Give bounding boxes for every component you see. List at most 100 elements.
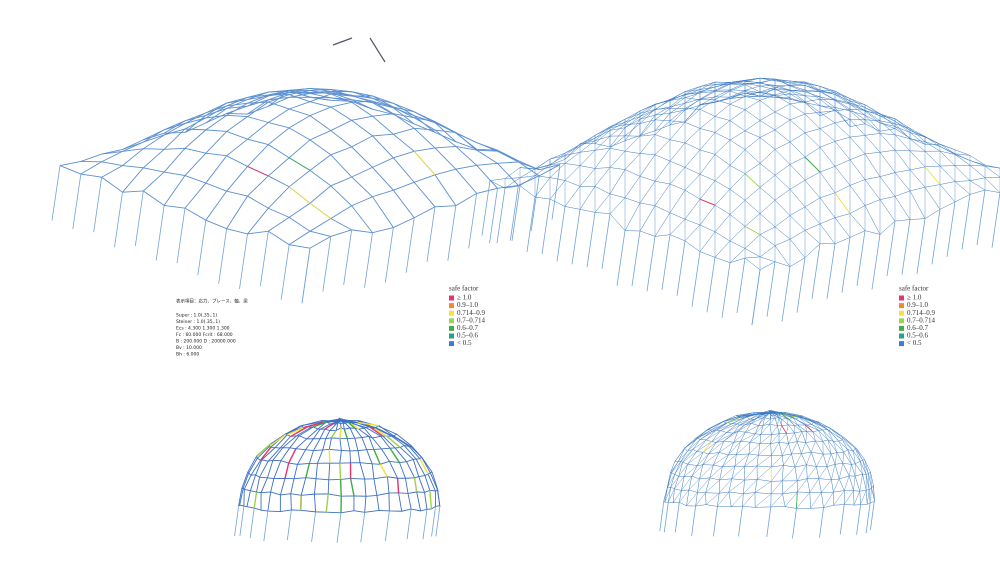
mesh-line	[770, 493, 783, 508]
legend-swatch	[899, 310, 904, 316]
mesh-line	[347, 421, 356, 429]
mesh-line	[745, 425, 759, 433]
mesh-line	[708, 440, 725, 455]
mesh-line	[674, 476, 685, 489]
mesh-line	[699, 430, 717, 440]
mesh-line	[51, 165, 61, 221]
mesh-line	[661, 234, 671, 290]
mesh-line	[791, 441, 798, 455]
mesh-line	[526, 196, 536, 253]
mesh-line	[770, 480, 783, 494]
mesh-line	[286, 509, 292, 541]
mesh-line	[670, 461, 679, 474]
mesh-line	[792, 508, 797, 539]
mesh-line	[859, 474, 863, 492]
mesh-line	[343, 428, 348, 439]
mesh-line	[468, 193, 478, 249]
mesh-line	[674, 502, 680, 533]
mesh-line	[739, 412, 754, 417]
mesh-line	[692, 439, 707, 450]
mesh-line	[834, 192, 851, 214]
mesh-line	[758, 417, 765, 426]
mesh-line	[218, 228, 228, 284]
mesh-line	[239, 505, 245, 537]
mesh-line	[924, 166, 941, 185]
mesh-line	[742, 492, 756, 507]
mesh-line	[419, 458, 429, 475]
mesh-line	[886, 221, 896, 277]
info-title: 表示項目：応力、ブレース、軸、梁	[176, 298, 248, 305]
mesh-line	[744, 465, 758, 481]
mesh-line	[672, 490, 682, 503]
mesh-line	[931, 209, 941, 265]
mesh-line	[646, 236, 656, 292]
mesh-line	[668, 488, 675, 503]
mesh-line	[811, 424, 819, 431]
mesh-line	[287, 427, 304, 436]
mesh-line	[616, 230, 626, 286]
mesh-line	[811, 440, 816, 453]
legend: safe factor≥ 1.00.9–1.00.714–0.90.7–0.71…	[449, 285, 486, 347]
mesh-line	[771, 425, 778, 435]
legend-swatch	[449, 295, 454, 301]
mesh-line	[263, 511, 269, 542]
mesh-line	[679, 489, 690, 503]
mesh-line	[797, 464, 807, 481]
mesh-line	[842, 437, 854, 452]
mesh-line	[991, 192, 1000, 248]
mesh-line	[114, 192, 123, 248]
mesh-line	[782, 443, 789, 456]
mesh-line	[783, 453, 792, 466]
mesh-line	[854, 448, 861, 462]
mesh-line	[778, 425, 782, 434]
legend-label: 0.6–0.7	[907, 324, 929, 332]
mesh-line	[770, 415, 772, 420]
info-line: Fc : 60.000 Fcrit : 68.000	[176, 332, 233, 338]
mesh-line	[728, 479, 745, 493]
mesh-line	[726, 417, 740, 424]
mesh-line	[784, 491, 798, 507]
mesh-line	[779, 415, 782, 420]
mesh-line	[426, 206, 436, 262]
mesh-line	[374, 427, 388, 437]
legend-label: ≥ 1.0	[907, 294, 922, 302]
mesh-line	[839, 504, 845, 535]
mesh-line	[379, 463, 389, 478]
mesh-line	[873, 485, 875, 502]
mesh-line	[804, 424, 814, 433]
mesh-line	[431, 506, 436, 537]
mesh-line	[405, 217, 415, 273]
legend-label: 0.5–0.6	[907, 332, 929, 340]
mesh-line	[733, 431, 746, 443]
mesh-line	[369, 37, 386, 63]
mesh-line	[663, 502, 669, 533]
mesh-line	[691, 505, 697, 537]
mesh-line	[681, 475, 693, 491]
mesh-line	[247, 166, 269, 177]
mesh-line	[496, 188, 506, 244]
legend-swatch	[449, 333, 454, 339]
mesh-line	[759, 434, 772, 444]
mesh-line	[821, 479, 832, 493]
mesh-line	[705, 493, 720, 505]
mesh-line	[340, 419, 367, 513]
mesh-line	[806, 452, 812, 465]
mesh-line	[530, 175, 540, 231]
mesh-line	[818, 421, 831, 429]
mesh-line	[782, 480, 798, 495]
mesh-line	[831, 464, 836, 480]
mesh-line	[699, 198, 716, 206]
mesh-line	[843, 436, 856, 449]
mesh-line	[339, 427, 342, 439]
mesh-line	[827, 439, 832, 454]
mesh-line	[311, 511, 316, 542]
mesh-line	[386, 435, 401, 449]
mesh-line	[176, 208, 186, 264]
legend-swatch	[899, 333, 904, 339]
mesh-line	[481, 180, 491, 236]
mesh-line	[702, 442, 717, 453]
mesh-line	[748, 443, 761, 455]
mesh-line	[93, 177, 103, 233]
mesh-line	[842, 439, 848, 450]
